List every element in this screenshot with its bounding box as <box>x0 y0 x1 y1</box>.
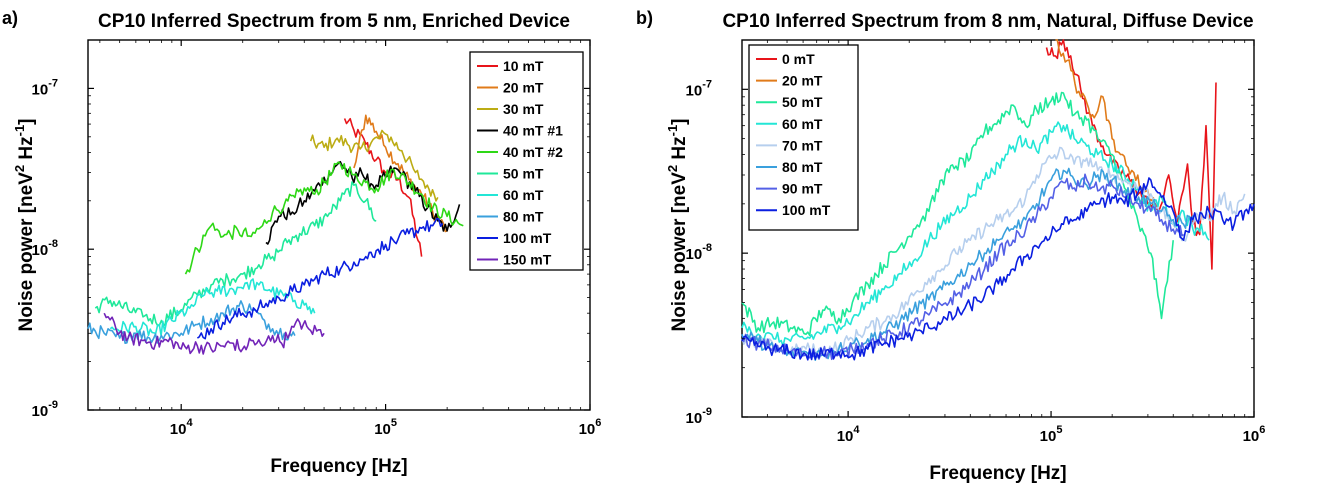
y-tick-exponent: -7 <box>48 77 58 89</box>
y-tick-exponent: -7 <box>702 78 712 90</box>
legend-label: 100 mT <box>782 202 831 218</box>
x-tick-base: 10 <box>1243 428 1260 445</box>
y-tick-label: 10-7 <box>32 77 58 98</box>
y-tick-label: 10-9 <box>686 406 712 427</box>
y-tick-exponent: -8 <box>48 238 58 250</box>
series-line-50-mt <box>741 91 1174 337</box>
y-tick-base: 10 <box>686 246 703 263</box>
legend-label: 80 mT <box>503 209 544 225</box>
legend-label: 60 mT <box>503 187 544 203</box>
legend-label: 20 mT <box>503 80 544 96</box>
panel-a-legend: 10 mT 20 mT 30 mT 40 mT #1 40 mT #2 50 mT 60 m… <box>469 51 584 271</box>
series-line-100-mt <box>196 217 444 340</box>
legend-label: 70 mT <box>782 137 823 153</box>
panel-b-y-axis-label: Noise power [neV2 Hz-1] <box>665 118 690 331</box>
x-tick-label: 105 <box>374 417 397 438</box>
y-tick-base: 10 <box>32 403 49 420</box>
series-line-80-mt <box>87 300 296 344</box>
series-line-40-mt-2 <box>184 161 464 275</box>
y-tick-exponent: -9 <box>702 406 712 418</box>
legend-label: 150 mT <box>503 252 552 268</box>
panel-b-legend-box <box>748 44 859 231</box>
y-tick-base: 10 <box>32 242 49 259</box>
series-line-60-mt <box>109 278 316 337</box>
series-line-50-mt <box>94 181 377 327</box>
series-line-150-mt <box>103 312 325 355</box>
panel-a: a) CP10 Inferred Spectrum from 5 nm, Enr… <box>2 8 601 477</box>
y-tick-exponent: -8 <box>702 242 712 254</box>
y-tick-label: 10-8 <box>32 238 58 259</box>
series-line-100-mt <box>741 177 1255 361</box>
legend-label: 40 mT #2 <box>503 144 563 160</box>
legend-label: 50 mT <box>782 94 823 110</box>
x-tick-base: 10 <box>374 421 391 438</box>
x-tick-exponent: 6 <box>1259 424 1265 436</box>
y-tick-label: 10-8 <box>686 242 712 263</box>
x-tick-label: 106 <box>579 417 602 438</box>
y-tick-base: 10 <box>686 82 703 99</box>
panel-a-series-group <box>87 114 464 355</box>
legend-label: 50 mT <box>503 166 544 182</box>
legend-label: 40 mT #1 <box>503 123 563 139</box>
series-line-10-mt <box>343 117 423 257</box>
x-tick-base: 10 <box>579 421 596 438</box>
x-tick-label: 104 <box>170 417 194 438</box>
legend-label: 10 mT <box>503 58 544 74</box>
legend-label: 80 mT <box>782 159 823 175</box>
legend-label: 60 mT <box>782 116 823 132</box>
y-tick-base: 10 <box>686 410 703 427</box>
x-tick-exponent: 4 <box>186 417 193 429</box>
legend-label: 90 mT <box>782 181 823 197</box>
panel-a-title: CP10 Inferred Spectrum from 5 nm, Enrich… <box>98 11 570 32</box>
x-tick-label: 104 <box>837 424 861 445</box>
series-line-20-mt <box>1055 39 1155 202</box>
series-line-30-mt <box>309 129 439 202</box>
x-tick-base: 10 <box>170 421 187 438</box>
panel-a-x-axis-label: Frequency [Hz] <box>270 456 407 477</box>
panel-b-title: CP10 Inferred Spectrum from 8 nm, Natura… <box>722 11 1253 32</box>
panel-a-label: a) <box>2 8 18 28</box>
series-line-60-mt <box>741 121 1210 347</box>
panel-b-series-group <box>741 39 1255 361</box>
y-tick-label: 10-9 <box>32 399 58 420</box>
series-line-20-mt <box>353 114 448 233</box>
legend-label: 0 mT <box>782 51 815 67</box>
legend-label: 100 mT <box>503 230 552 246</box>
legend-label: 30 mT <box>503 101 544 117</box>
y-tick-base: 10 <box>32 81 49 98</box>
y-tick-exponent: -9 <box>48 399 58 411</box>
x-tick-exponent: 6 <box>595 417 601 429</box>
x-tick-base: 10 <box>837 428 854 445</box>
panel-b: b) CP10 Inferred Spectrum from 8 nm, Nat… <box>636 8 1265 484</box>
series-line-80-mt <box>741 167 1194 361</box>
panel-b-x-axis-label: Frequency [Hz] <box>929 463 1066 484</box>
legend-label: 20 mT <box>782 73 823 89</box>
panel-a-y-axis-label: Noise power [neV2 Hz-1] <box>12 118 37 331</box>
y-tick-label: 10-7 <box>686 78 712 99</box>
panel-b-label: b) <box>636 8 653 28</box>
x-tick-base: 10 <box>1040 428 1057 445</box>
panel-b-legend: 0 mT 20 mT 50 mT 60 mT 70 mT 80 mT 90 mT 100 mT <box>748 44 859 231</box>
x-tick-exponent: 4 <box>853 424 860 436</box>
x-tick-label: 106 <box>1243 424 1266 445</box>
series-line-0-mt <box>1045 39 1217 270</box>
x-tick-exponent: 5 <box>391 417 397 429</box>
series-line-40-mt-1 <box>265 160 461 245</box>
x-tick-exponent: 5 <box>1056 424 1062 436</box>
x-tick-label: 105 <box>1040 424 1063 445</box>
